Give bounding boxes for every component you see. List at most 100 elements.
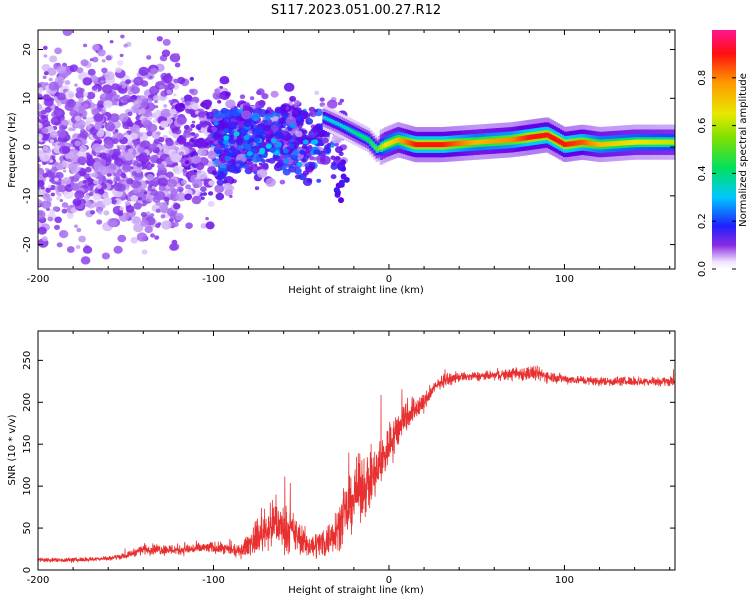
heatmap-cell: [215, 192, 225, 201]
heatmap-cell: [48, 81, 59, 91]
heatmap-cell: [78, 235, 86, 243]
heatmap-cell: [79, 113, 83, 117]
heatmap-cell: [141, 249, 148, 255]
heatmap-cell: [314, 109, 318, 113]
heatmap-cell: [596, 141, 600, 147]
heatmap-cell: [254, 186, 260, 191]
heatmap-cell: [301, 129, 308, 135]
snr-x-label: Height of straight line (km): [288, 585, 424, 596]
heatmap-cell: [541, 133, 546, 138]
heatmap-cell: [52, 206, 59, 212]
heatmap-cell: [190, 132, 196, 136]
heatmap-cell: [218, 94, 224, 99]
heatmap-cell: [233, 131, 240, 137]
heatmap-cell: [100, 109, 107, 114]
heatmap-cell: [208, 191, 214, 196]
heatmap-cell: [231, 108, 241, 117]
heatmap-cell: [76, 227, 82, 233]
heatmap-cell: [556, 138, 560, 144]
heatmap-cell: [234, 115, 241, 121]
heatmap-cell: [130, 195, 138, 202]
heatmap-cell: [201, 99, 212, 109]
heatmap-cell: [449, 141, 453, 147]
heatmap-cell: [358, 133, 362, 138]
heatmap-cell: [127, 98, 132, 103]
heatmap-cell: [62, 169, 67, 173]
heatmap-cell: [205, 217, 209, 221]
heatmap-cell: [135, 168, 142, 174]
heatmap-cell: [154, 100, 158, 104]
heatmap-cell: [215, 144, 222, 150]
heatmap-cell: [445, 141, 449, 147]
heatmap-cell: [150, 189, 158, 196]
heatmap-cell: [104, 71, 115, 81]
heatmap-cell: [334, 142, 339, 147]
heatmap-cell: [138, 108, 146, 115]
heatmap-cell: [157, 160, 162, 164]
heatmap-cell: [101, 84, 113, 94]
heatmap-cell: [38, 93, 43, 99]
heatmap-cell: [152, 112, 160, 119]
heatmap-cell: [160, 108, 172, 118]
x-tick-label: -200: [27, 274, 50, 285]
heatmap-cell: [262, 133, 267, 137]
heatmap-cell: [183, 94, 193, 103]
heatmap-cell: [50, 116, 62, 126]
heatmap-cell: [301, 144, 308, 150]
heatmap-cell: [131, 171, 138, 176]
heatmap-cell: [38, 209, 46, 220]
heatmap-cell: [466, 140, 470, 146]
heatmap-cell: [333, 121, 337, 125]
heatmap-cell: [282, 131, 288, 136]
heatmap-cell: [299, 149, 306, 155]
heatmap-cell: [594, 141, 598, 147]
heatmap-cell: [430, 142, 434, 148]
y-tick-label: 200: [22, 393, 33, 412]
heatmap-cell: [331, 134, 343, 145]
heatmap-cell: [501, 137, 506, 143]
heatmap-cell: [132, 189, 139, 194]
heatmap-cell: [41, 236, 48, 242]
heatmap-cell: [137, 146, 145, 154]
heatmap-cell: [38, 226, 47, 235]
heatmap-cell: [162, 74, 173, 83]
heatmap-cell: [352, 130, 356, 134]
heatmap-cell: [304, 163, 310, 168]
heatmap-cell: [174, 102, 186, 112]
heatmap-cell: [90, 184, 95, 188]
heatmap-cell: [605, 141, 609, 147]
heatmap-cell: [196, 170, 207, 180]
heatmap-cell: [163, 104, 168, 108]
heatmap-cell: [140, 101, 149, 109]
heatmap-cell: [120, 151, 127, 157]
heatmap-cell: [235, 168, 242, 174]
heatmap-cell: [79, 145, 88, 153]
heatmap-cell: [66, 99, 76, 108]
heatmap-cell: [118, 102, 123, 107]
heatmap-cell: [651, 139, 655, 145]
heatmap-cell: [80, 256, 91, 265]
heatmap-cell: [628, 140, 632, 145]
heatmap-cell: [133, 202, 142, 210]
heatmap-cell: [56, 65, 67, 74]
heatmap-cell: [289, 123, 296, 128]
heatmap-cell: [335, 121, 339, 126]
heatmap-cell: [159, 202, 168, 210]
heatmap-cell: [451, 141, 455, 147]
heatmap-cell: [68, 143, 73, 147]
heatmap-cell: [191, 155, 202, 165]
heatmap-cell: [254, 137, 260, 143]
heatmap-cell: [158, 185, 166, 192]
heatmap-cell: [171, 188, 178, 195]
heatmap-cell: [274, 106, 283, 114]
y-tick-label: 0: [22, 144, 33, 150]
heatmap-cell: [661, 139, 666, 145]
heatmap-cell: [274, 131, 284, 139]
heatmap-cell: [235, 136, 244, 144]
heatmap-cell: [157, 166, 168, 175]
heatmap-cell: [155, 208, 161, 213]
heatmap-cell: [394, 138, 398, 143]
heatmap-cell: [146, 198, 150, 202]
heatmap-cell: [211, 126, 218, 132]
